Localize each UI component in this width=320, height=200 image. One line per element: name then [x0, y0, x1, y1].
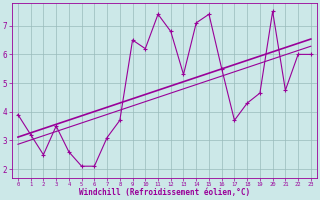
X-axis label: Windchill (Refroidissement éolien,°C): Windchill (Refroidissement éolien,°C)	[79, 188, 250, 197]
